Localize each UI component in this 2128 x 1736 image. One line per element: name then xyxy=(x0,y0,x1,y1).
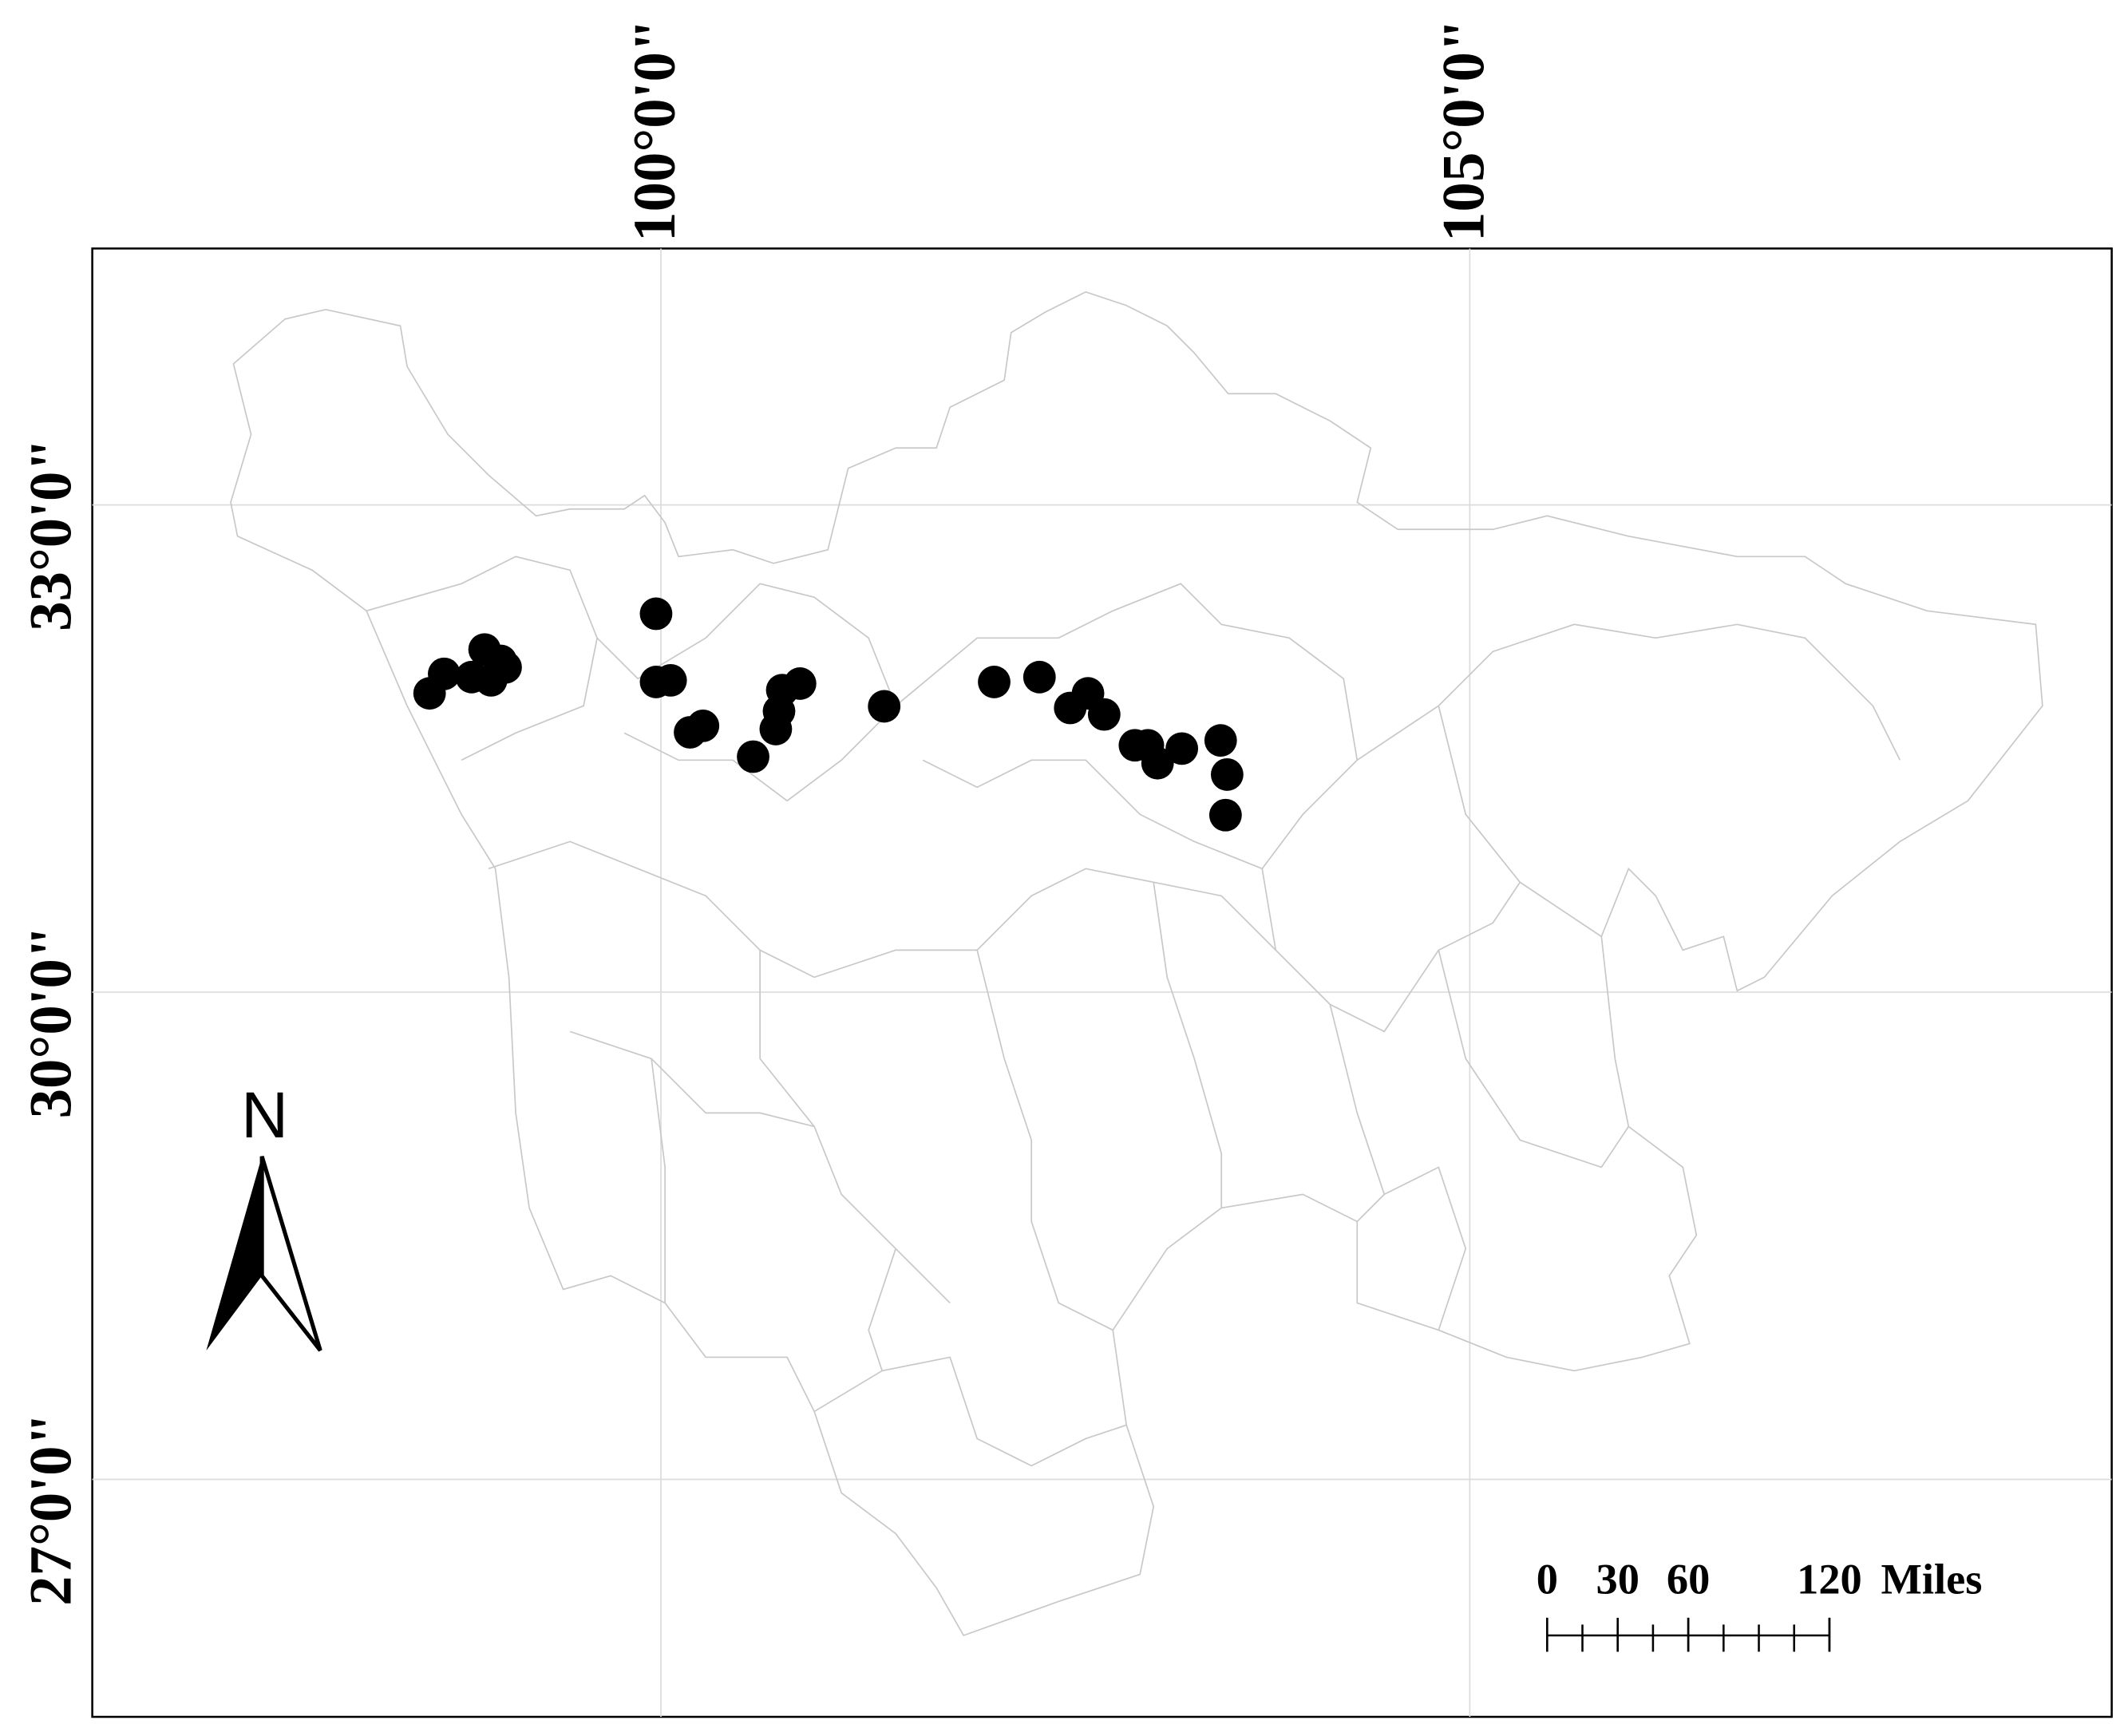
sample-point xyxy=(1204,724,1237,757)
scale-bar-label: 30 xyxy=(1596,1555,1640,1603)
map-frame xyxy=(91,247,2113,1718)
sample-point xyxy=(639,597,673,631)
county-boundaries xyxy=(366,556,1901,1467)
sample-point xyxy=(1208,798,1242,832)
points xyxy=(413,597,1244,832)
y-tick-label: 33°0'0" xyxy=(18,438,85,631)
sample-point xyxy=(489,651,522,684)
sample-point xyxy=(783,667,817,700)
sample-point xyxy=(428,657,461,690)
north-arrow: N xyxy=(206,1079,322,1352)
sample-point xyxy=(1165,732,1199,765)
sample-point xyxy=(737,740,769,773)
x-tick-label: 105°0'0" xyxy=(1431,19,1497,242)
y-tick-label: 30°0'0" xyxy=(18,926,85,1119)
scale-bar-unit: Miles xyxy=(1881,1555,1983,1603)
x-tick-label: 100°0'0" xyxy=(622,19,688,242)
y-tick-label: 27°0'0" xyxy=(18,1413,85,1606)
scale-bar: 0 30 60 120 Miles xyxy=(1537,1555,1983,1652)
grid xyxy=(92,248,2112,1718)
scale-bar-label: 120 xyxy=(1797,1555,1862,1603)
sample-point xyxy=(654,663,687,697)
province-boundary xyxy=(230,291,2043,1637)
sample-point xyxy=(686,709,720,742)
north-label: N xyxy=(241,1079,288,1152)
sample-point xyxy=(978,666,1011,698)
north-arrow-right xyxy=(259,1156,322,1352)
scale-bar-label: 60 xyxy=(1667,1555,1710,1603)
sample-point xyxy=(1022,660,1056,694)
scale-bar-label: 0 xyxy=(1537,1555,1558,1603)
sample-point xyxy=(1087,698,1121,731)
sample-point xyxy=(1141,746,1174,780)
sample-point xyxy=(868,690,901,723)
sample-point xyxy=(1210,758,1244,791)
